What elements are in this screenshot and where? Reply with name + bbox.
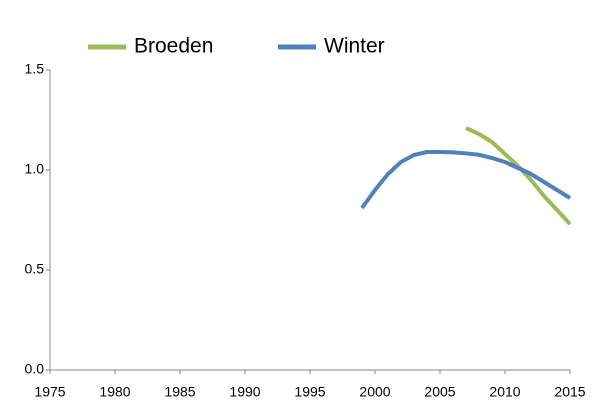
legend-label: Broeden xyxy=(134,35,213,58)
x-tick-label: 1985 xyxy=(164,384,195,400)
x-tick-label: 1980 xyxy=(99,384,130,400)
y-tick-label: 1.5 xyxy=(25,61,45,77)
y-tick-label: 0.0 xyxy=(25,361,45,377)
x-tick-label: 1990 xyxy=(229,384,260,400)
legend-label: Winter xyxy=(324,35,385,58)
y-tick-label: 1.0 xyxy=(25,161,45,177)
x-tick-label: 1975 xyxy=(34,384,65,400)
x-tick-label: 2000 xyxy=(359,384,390,400)
x-tick-label: 2005 xyxy=(424,384,455,400)
x-tick-label: 2010 xyxy=(489,384,520,400)
y-tick-label: 0.5 xyxy=(25,261,45,277)
x-tick-label: 2015 xyxy=(554,384,585,400)
series-line xyxy=(360,150,572,210)
x-tick-label: 1995 xyxy=(294,384,325,400)
series-line xyxy=(465,126,572,226)
